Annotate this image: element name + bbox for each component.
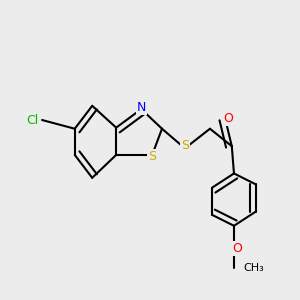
Text: S: S bbox=[181, 139, 189, 152]
Text: O: O bbox=[224, 112, 233, 125]
Text: O: O bbox=[232, 242, 242, 255]
Text: Cl: Cl bbox=[26, 113, 39, 127]
Text: S: S bbox=[148, 150, 156, 163]
Text: CH₃: CH₃ bbox=[244, 263, 265, 273]
Text: N: N bbox=[136, 101, 146, 114]
